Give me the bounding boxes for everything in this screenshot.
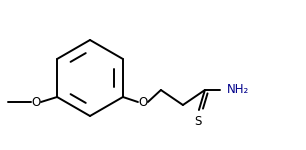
Text: O: O bbox=[138, 96, 147, 108]
Text: NH₂: NH₂ bbox=[227, 82, 249, 96]
Text: O: O bbox=[32, 96, 41, 108]
Text: S: S bbox=[194, 115, 202, 128]
